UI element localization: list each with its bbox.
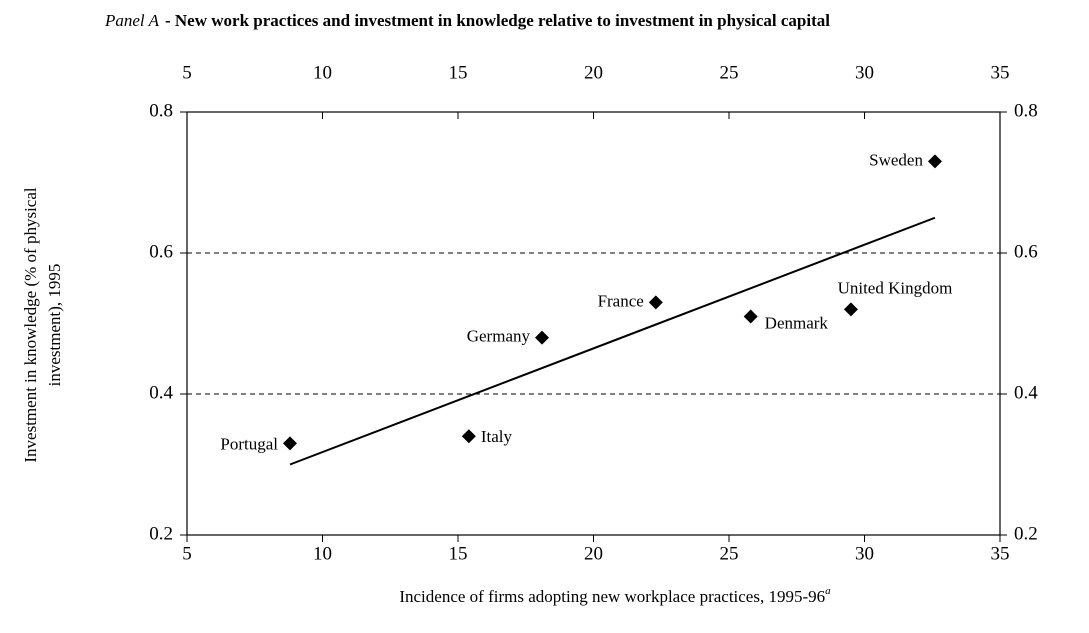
x-tick-label: 25 <box>720 543 739 564</box>
point-label: Portugal <box>220 434 278 453</box>
point <box>535 330 550 345</box>
x2-tick-label: 5 <box>182 62 192 83</box>
y-axis-label: Investment in knowledge (% of physical i… <box>21 187 64 463</box>
x2-tick-label: 10 <box>313 62 332 83</box>
point <box>843 302 858 317</box>
x-tick-label: 10 <box>313 543 332 564</box>
point <box>282 436 297 451</box>
point-label: United Kingdom <box>838 278 953 297</box>
x-tick-label: 35 <box>991 543 1010 564</box>
x2-tick-label: 25 <box>720 62 739 83</box>
point <box>743 309 758 324</box>
point-label: Germany <box>467 327 531 346</box>
title: - New work practices and investment in k… <box>165 11 830 30</box>
point <box>927 154 942 169</box>
x-tick-label: 20 <box>584 543 603 564</box>
trend-line <box>289 216 936 466</box>
point-label: Sweden <box>869 150 923 169</box>
y2-tick-label: 0.6 <box>1014 241 1038 262</box>
x-label-text: Incidence of firms adopting new workplac… <box>399 587 825 606</box>
chart-title: Panel A - New work practices and investme… <box>104 11 830 30</box>
x-tick-label: 30 <box>855 543 874 564</box>
x-axis-label: Incidence of firms adopting new workplac… <box>399 585 831 606</box>
x2-tick-label: 30 <box>855 62 874 83</box>
plot-frame <box>186 111 1001 536</box>
y-tick-label: 0.2 <box>149 523 173 544</box>
x-tick-label: 5 <box>182 543 192 564</box>
y2-tick-label: 0.8 <box>1014 100 1038 121</box>
point <box>461 429 476 444</box>
y-tick-label: 0.4 <box>149 382 173 403</box>
y-tick-label: 0.6 <box>149 241 173 262</box>
x2-tick-label: 35 <box>991 62 1010 83</box>
y-label-line: investment), 1995 <box>45 264 64 387</box>
point-label: France <box>598 291 644 310</box>
point-label: Denmark <box>765 313 829 332</box>
y2-tick-label: 0.2 <box>1014 523 1038 544</box>
x-label-note: a <box>825 585 831 597</box>
point-label: Italy <box>481 427 513 446</box>
y2-tick-label: 0.4 <box>1014 382 1038 403</box>
y-label-line: Investment in knowledge (% of physical <box>21 187 40 463</box>
x2-tick-label: 20 <box>584 62 603 83</box>
y-tick-label: 0.8 <box>149 100 173 121</box>
point <box>648 295 663 310</box>
x2-tick-label: 15 <box>449 62 468 83</box>
panel-label: Panel A <box>104 11 160 30</box>
x-tick-label: 15 <box>449 543 468 564</box>
